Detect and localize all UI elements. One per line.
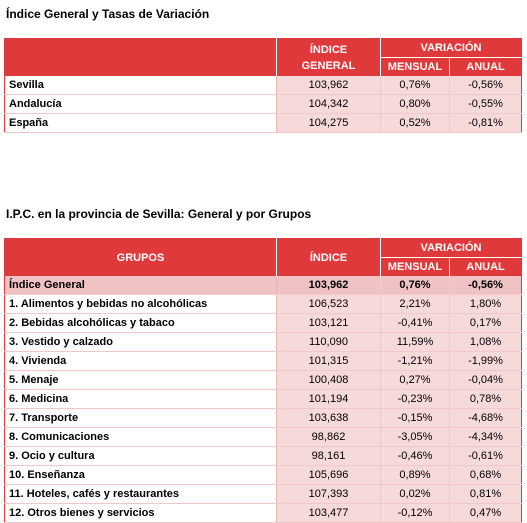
row-indice: 106,523 [276,294,381,314]
row-anual: -0,04% [449,370,522,390]
table1-title: Índice General y Tasas de Variación [6,7,210,21]
row-anual: -0,56% [449,76,522,95]
table-row: 9. Ocio y cultura 98,161 -0,46% -0,61% [4,446,522,466]
row-indice: 103,962 [276,276,381,295]
header-variacion: VARIACIÓN [380,238,522,258]
row-anual: -4,34% [449,427,522,447]
row-mensual: 0,89% [380,465,450,485]
row-label: 3. Vestido y calzado [4,332,277,352]
table-row: 12. Otros bienes y servicios 103,477 -0,12… [4,503,522,523]
row-mensual: -1,21% [380,351,450,371]
row-anual: 1,80% [449,294,522,314]
header-variacion: VARIACIÓN [380,38,522,58]
header-indice-general: ÍNDICE GENERAL [276,38,381,76]
row-label: Índice General [4,276,277,295]
indice-general-row: Índice General 103,962 0,76% -0,56% [4,276,522,295]
row-indice: 110,090 [276,332,381,352]
header-mensual: MENSUAL [380,57,450,76]
row-mensual: -0,23% [380,389,450,409]
table-row: 1. Alimentos y bebidas no alcohólicas 106… [4,294,522,314]
row-indice: 107,393 [276,484,381,504]
indice-general-table: ÍNDICE GENERAL VARIACIÓN MENSUAL ANUAL S… [4,38,523,133]
row-anual: 0,47% [449,503,522,523]
row-label: 7. Transporte [4,408,277,428]
table-row: España 104,275 0,52% -0,81% [4,113,522,133]
row-label: 5. Menaje [4,370,277,390]
table-row: 3. Vestido y calzado 110,090 11,59% 1,08% [4,332,522,352]
table-row: 2. Bebidas alcohólicas y tabaco 103,121 -0… [4,313,522,333]
row-anual: -0,56% [449,276,522,295]
table-row: 11. Hoteles, cafés y restaurantes 107,393… [4,484,522,504]
table-row: Sevilla 103,962 0,76% -0,56% [4,76,522,95]
table-row: Andalucía 104,342 0,80% -0,55% [4,94,522,114]
row-anual: 0,17% [449,313,522,333]
row-mensual: 0,27% [380,370,450,390]
header-anual: ANUAL [449,257,522,276]
header-mensual: MENSUAL [380,257,450,276]
row-anual: 1,08% [449,332,522,352]
row-label: Sevilla [4,76,277,95]
table-row: 5. Menaje 100,408 0,27% -0,04% [4,370,522,390]
row-indice: 105,696 [276,465,381,485]
header-indice: ÍNDICE [276,238,381,276]
row-anual: -0,81% [449,113,522,133]
row-label: 2. Bebidas alcohólicas y tabaco [4,313,277,333]
row-mensual: -0,15% [380,408,450,428]
row-label: 10. Enseñanza [4,465,277,485]
row-indice: 103,121 [276,313,381,333]
row-indice: 103,962 [276,76,381,95]
row-mensual: 11,59% [380,332,450,352]
row-mensual: -0,41% [380,313,450,333]
header-indice-line1: ÍNDICE [309,43,348,56]
row-anual: -1,99% [449,351,522,371]
row-mensual: 0,80% [380,94,450,114]
row-indice: 103,638 [276,408,381,428]
row-mensual: -0,46% [380,446,450,466]
row-label: España [4,113,277,133]
row-mensual: -0,12% [380,503,450,523]
header-indice-line2: GENERAL [301,59,356,72]
row-anual: -0,61% [449,446,522,466]
header-anual: ANUAL [449,57,522,76]
row-indice: 104,275 [276,113,381,133]
table-row: 6. Medicina 101,194 -0,23% 0,78% [4,389,522,409]
header-grupos: GRUPOS [4,238,277,276]
row-indice: 98,862 [276,427,381,447]
table-row: 8. Comunicaciones 98,862 -3,05% -4,34% [4,427,522,447]
row-anual: 0,81% [449,484,522,504]
row-mensual: 0,76% [380,76,450,95]
table-row: 7. Transporte 103,638 -0,15% -4,68% [4,408,522,428]
row-anual: 0,78% [449,389,522,409]
row-mensual: 0,52% [380,113,450,133]
row-anual: -4,68% [449,408,522,428]
row-mensual: 0,76% [380,276,450,295]
row-mensual: 2,21% [380,294,450,314]
row-anual: 0,68% [449,465,522,485]
table2-title: I.P.C. en la provincia de Sevilla: Gener… [6,207,312,221]
row-label: 1. Alimentos y bebidas no alcohólicas [4,294,277,314]
row-label: 11. Hoteles, cafés y restaurantes [4,484,277,504]
table-row: 10. Enseñanza 105,696 0,89% 0,68% [4,465,522,485]
row-anual: -0,55% [449,94,522,114]
row-indice: 101,194 [276,389,381,409]
row-label: 4. Vivienda [4,351,277,371]
row-mensual: -3,05% [380,427,450,447]
header-blank [4,38,277,76]
grupos-table: GRUPOS ÍNDICE VARIACIÓN MENSUAL ANUAL Ín… [4,238,523,523]
row-label: 9. Ocio y cultura [4,446,277,466]
row-indice: 100,408 [276,370,381,390]
row-indice: 104,342 [276,94,381,114]
table-row: 4. Vivienda 101,315 -1,21% -1,99% [4,351,522,371]
row-label: 6. Medicina [4,389,277,409]
row-label: 8. Comunicaciones [4,427,277,447]
row-indice: 101,315 [276,351,381,371]
row-indice: 98,161 [276,446,381,466]
row-mensual: 0,02% [380,484,450,504]
row-label: Andalucía [4,94,277,114]
